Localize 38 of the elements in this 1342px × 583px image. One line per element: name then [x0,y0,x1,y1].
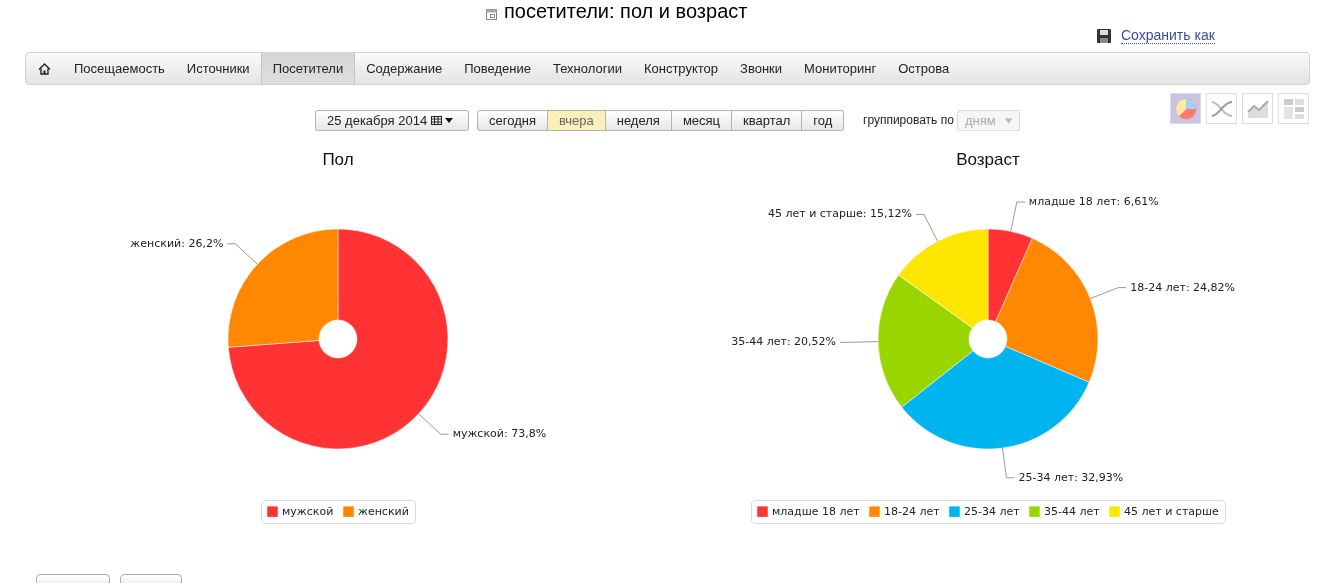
legend-label: 25-34 лет [964,504,1021,518]
data-label: мужской: 73,8% [452,427,547,441]
data-label: 35-44 лет: 20,52% [731,335,837,349]
chart-title: Пол [322,150,354,169]
text: Посетители [260,53,356,84]
text: Мониторинг [803,60,878,78]
legend-label: младше 18 лет [772,504,861,518]
chart-title: Возраст [956,150,1021,169]
legend-label: 45 лет и старше [1124,504,1220,518]
text: группировать по [863,113,954,127]
data-label: 45 лет и старше: 15,12% [767,207,912,221]
data-label: 18-24 лет: 24,82% [1130,280,1236,294]
text: год [802,110,845,131]
text: Посещаемость [73,60,166,78]
legend-label: 35-44 лет [1044,504,1101,518]
data-label: женский: 26,2% [130,236,224,250]
text: 25 декабря 2014 [327,112,428,130]
legend-label: женский [358,504,409,518]
data-label: 25-34 лет: 32,93% [1018,470,1124,484]
text: Сохранить как [1121,27,1215,44]
text: Технологии [551,60,623,78]
legend-label: мужской [282,504,334,518]
text: квартал [732,110,803,131]
text: сегодня [477,110,548,131]
text: дням [965,113,996,128]
text: Источники [185,60,251,78]
text: месяц [671,110,733,131]
text: Острова [897,60,951,78]
text: вчера [547,110,606,131]
text: Содержание [365,60,444,78]
data-label: младше 18 лет: 6,61% [1028,195,1159,209]
legend-label: 18-24 лет [884,504,941,518]
text: Поведение [463,60,532,78]
text: Конструктор [642,60,720,78]
text: Звонки [739,60,784,78]
donut-slice [228,228,449,450]
text: посетители: пол и возраст [504,0,748,23]
text: неделя [605,110,672,131]
